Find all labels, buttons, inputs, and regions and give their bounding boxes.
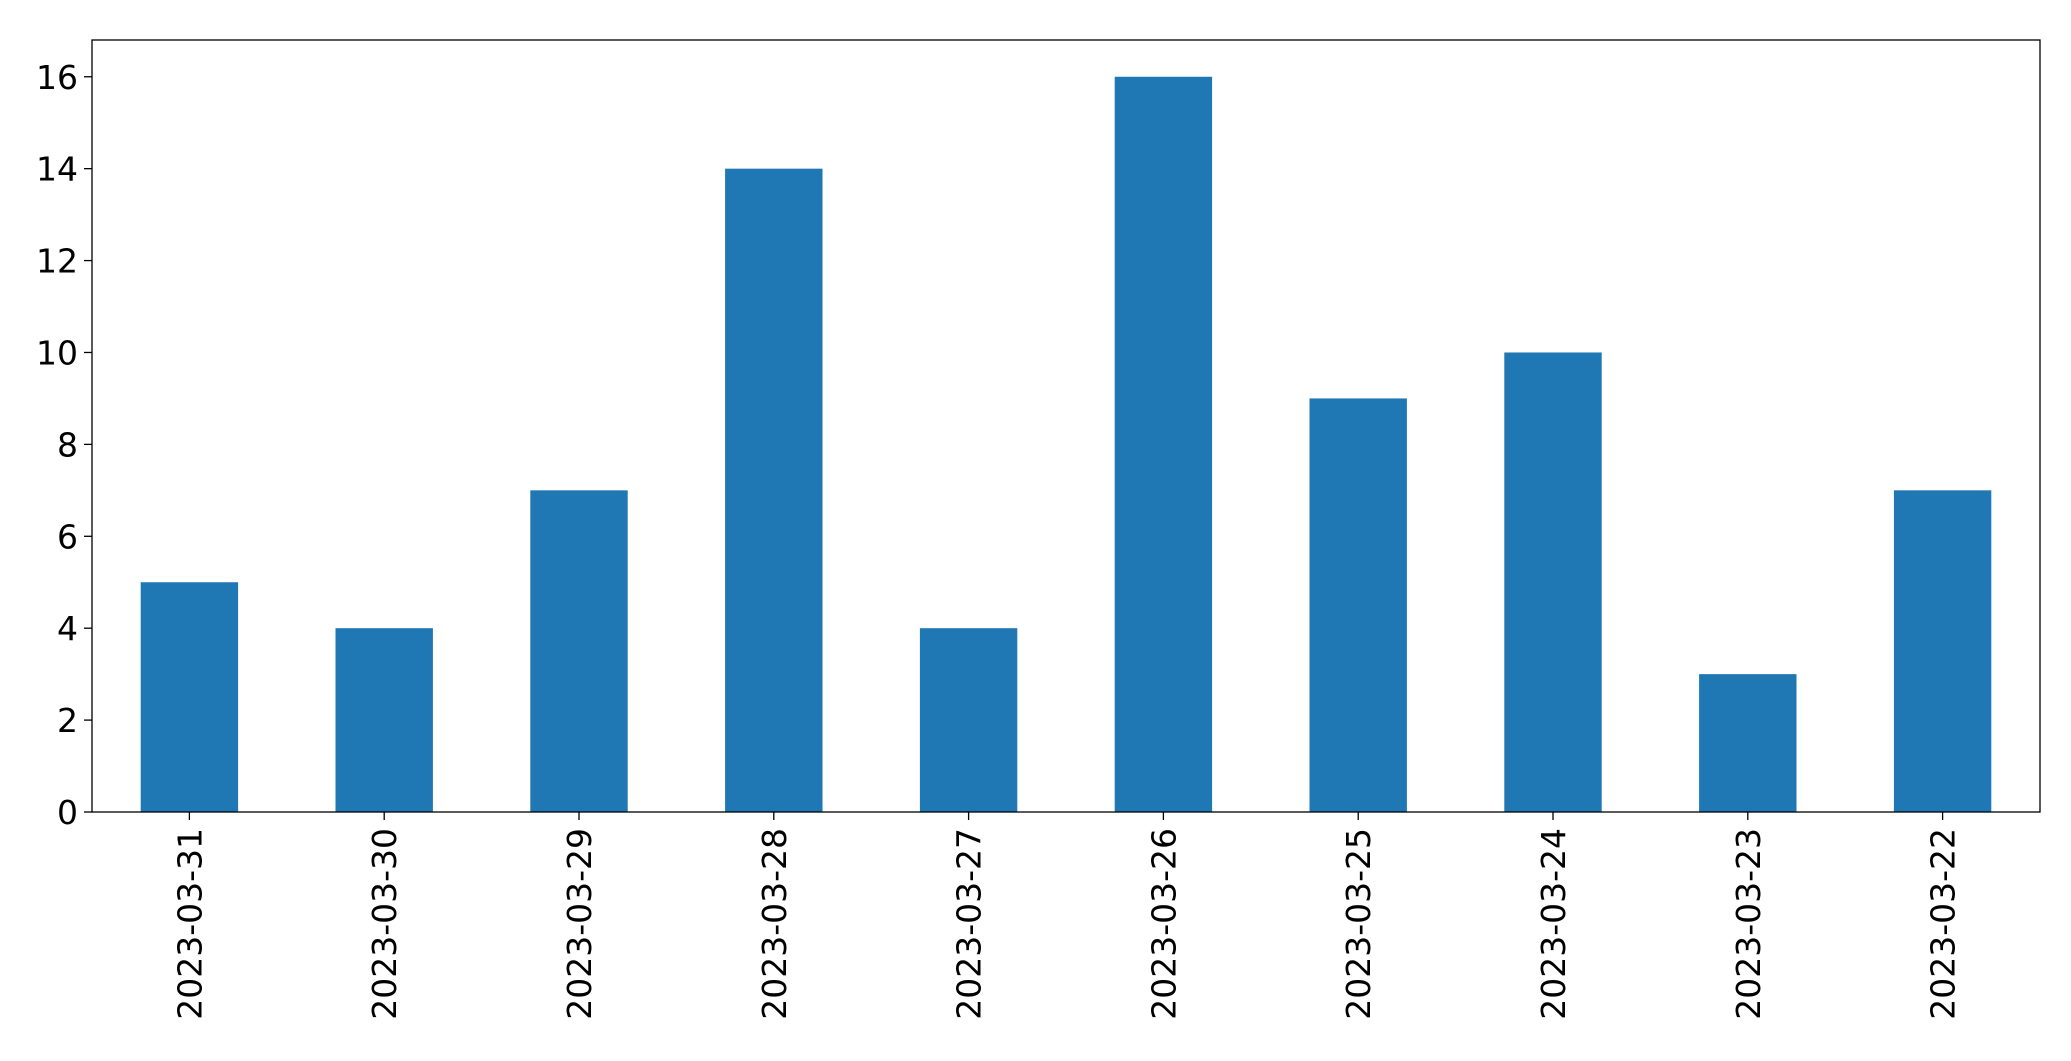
x-tick-label: 2023-03-22 <box>1924 828 1963 1020</box>
y-tick-label: 2 <box>57 701 78 740</box>
x-tick-label: 2023-03-24 <box>1534 828 1573 1020</box>
y-tick-label: 12 <box>36 242 78 281</box>
bar <box>1699 674 1797 812</box>
y-tick-label: 16 <box>36 58 78 97</box>
y-tick-label: 14 <box>36 150 78 189</box>
bar <box>725 168 823 812</box>
bar <box>140 582 239 812</box>
x-tick-label: 2023-03-30 <box>365 828 404 1020</box>
bar <box>1309 398 1407 812</box>
y-tick-label: 0 <box>57 793 78 832</box>
bar <box>1114 76 1213 812</box>
plot-frame <box>91 39 2041 813</box>
y-tick-label: 10 <box>36 333 78 372</box>
x-tick-label: 2023-03-25 <box>1339 828 1378 1020</box>
x-tick-label: 2023-03-23 <box>1729 828 1768 1020</box>
bar <box>335 628 433 812</box>
x-tick-label: 2023-03-29 <box>560 828 599 1020</box>
bar <box>1893 490 1992 812</box>
y-tick-label: 4 <box>57 609 78 648</box>
bar <box>530 490 628 812</box>
y-tick-label: 6 <box>57 517 78 556</box>
bar <box>919 628 1018 812</box>
x-tick-label: 2023-03-28 <box>755 828 794 1020</box>
x-tick-label: 2023-03-27 <box>950 828 989 1020</box>
y-tick-label: 8 <box>57 425 78 464</box>
x-tick-label: 2023-03-26 <box>1144 828 1183 1020</box>
x-tick-label: 2023-03-31 <box>170 828 209 1020</box>
bar <box>1504 352 1602 812</box>
